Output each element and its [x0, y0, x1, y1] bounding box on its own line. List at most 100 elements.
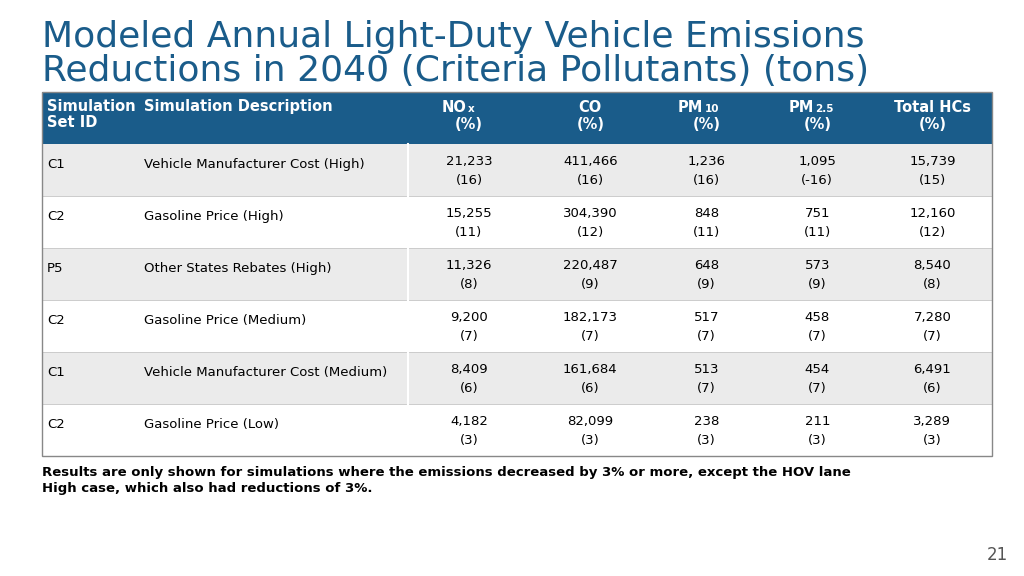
Text: (3): (3) [923, 434, 942, 447]
Text: 411,466: 411,466 [563, 155, 617, 168]
Text: 454: 454 [805, 363, 829, 376]
Text: C2: C2 [47, 314, 65, 327]
Text: 21: 21 [987, 546, 1008, 564]
Text: (16): (16) [693, 174, 720, 187]
Text: PM: PM [788, 100, 814, 115]
Text: 11,326: 11,326 [445, 259, 493, 272]
Bar [42, 196, 992, 248]
Text: 8,409: 8,409 [451, 363, 487, 376]
Text: 848: 848 [694, 207, 719, 220]
Text: (9): (9) [581, 278, 600, 291]
Text: (15): (15) [919, 174, 946, 187]
Text: (7): (7) [808, 330, 826, 343]
Bar [42, 300, 992, 352]
Text: (11): (11) [804, 226, 830, 239]
Text: (3): (3) [581, 434, 600, 447]
Text: 4,182: 4,182 [450, 415, 487, 428]
Text: C2: C2 [47, 210, 65, 223]
Text: Gasoline Price (Low): Gasoline Price (Low) [144, 418, 280, 431]
Text: (7): (7) [697, 382, 716, 395]
Text: 3,289: 3,289 [913, 415, 951, 428]
Text: Results are only shown for simulations where the emissions decreased by 3% or mo: Results are only shown for simulations w… [42, 466, 851, 479]
Text: (7): (7) [460, 330, 478, 343]
Text: (11): (11) [456, 226, 482, 239]
Text: (6): (6) [460, 382, 478, 395]
Text: Gasoline Price (Medium): Gasoline Price (Medium) [144, 314, 306, 327]
Text: C2: C2 [47, 418, 65, 431]
Text: 161,684: 161,684 [563, 363, 617, 376]
Text: 513: 513 [693, 363, 719, 376]
Text: Modeled Annual Light-Duty Vehicle Emissions: Modeled Annual Light-Duty Vehicle Emissi… [42, 20, 864, 54]
Text: High case, which also had reductions of 3%.: High case, which also had reductions of … [42, 482, 373, 495]
Text: 7,280: 7,280 [913, 311, 951, 324]
Text: NO: NO [442, 100, 467, 115]
Text: C1: C1 [47, 158, 65, 171]
Text: (%): (%) [577, 117, 604, 132]
Text: (3): (3) [460, 434, 478, 447]
Text: 1,095: 1,095 [799, 155, 837, 168]
Bar [42, 144, 992, 196]
Text: (7): (7) [923, 330, 942, 343]
Text: (3): (3) [808, 434, 826, 447]
Text: Simulation Description: Simulation Description [144, 99, 333, 114]
Text: (-16): (-16) [802, 174, 834, 187]
Text: (9): (9) [697, 278, 716, 291]
Text: Set ID: Set ID [47, 115, 97, 130]
Text: (%): (%) [803, 117, 831, 132]
Bar [42, 92, 992, 456]
Text: Reductions in 2040 (Criteria Pollutants) (tons): Reductions in 2040 (Criteria Pollutants)… [42, 54, 869, 88]
Text: 15,739: 15,739 [909, 155, 955, 168]
Text: 517: 517 [693, 311, 719, 324]
Text: (%): (%) [919, 117, 946, 132]
Text: (8): (8) [923, 278, 942, 291]
Text: Total HCs: Total HCs [894, 100, 971, 115]
Text: 9,200: 9,200 [451, 311, 487, 324]
Text: (8): (8) [460, 278, 478, 291]
Text: 6,491: 6,491 [913, 363, 951, 376]
Text: CO: CO [579, 100, 602, 115]
Text: 15,255: 15,255 [445, 207, 493, 220]
Text: (16): (16) [577, 174, 604, 187]
Text: 2.5: 2.5 [815, 104, 834, 114]
Text: 10: 10 [705, 104, 719, 114]
Text: 458: 458 [805, 311, 829, 324]
Text: 12,160: 12,160 [909, 207, 955, 220]
Text: (%): (%) [692, 117, 721, 132]
Text: (9): (9) [808, 278, 826, 291]
Text: 220,487: 220,487 [563, 259, 617, 272]
Text: 751: 751 [805, 207, 830, 220]
Text: 1,236: 1,236 [687, 155, 725, 168]
Text: 648: 648 [694, 259, 719, 272]
Text: Gasoline Price (High): Gasoline Price (High) [144, 210, 284, 223]
Text: (7): (7) [808, 382, 826, 395]
Bar [42, 92, 992, 144]
Text: x: x [468, 104, 475, 114]
Text: (12): (12) [577, 226, 604, 239]
Text: (6): (6) [923, 382, 942, 395]
Text: 8,540: 8,540 [913, 259, 951, 272]
Text: (11): (11) [693, 226, 720, 239]
Text: (6): (6) [581, 382, 600, 395]
Text: C1: C1 [47, 366, 65, 379]
Text: PM: PM [678, 100, 703, 115]
Text: P5: P5 [47, 262, 63, 275]
Text: 182,173: 182,173 [563, 311, 617, 324]
Text: 304,390: 304,390 [563, 207, 617, 220]
Text: Simulation: Simulation [47, 99, 135, 114]
Text: (3): (3) [697, 434, 716, 447]
Text: 82,099: 82,099 [567, 415, 613, 428]
Text: (%): (%) [455, 117, 483, 132]
Text: (16): (16) [456, 174, 482, 187]
Text: Vehicle Manufacturer Cost (High): Vehicle Manufacturer Cost (High) [144, 158, 365, 171]
Text: 211: 211 [805, 415, 830, 428]
Bar [42, 248, 992, 300]
Text: 21,233: 21,233 [445, 155, 493, 168]
Bar [42, 404, 992, 456]
Text: Other States Rebates (High): Other States Rebates (High) [144, 262, 332, 275]
Text: (7): (7) [581, 330, 600, 343]
Text: (12): (12) [919, 226, 946, 239]
Bar [42, 352, 992, 404]
Text: 238: 238 [694, 415, 719, 428]
Text: 573: 573 [805, 259, 830, 272]
Text: Vehicle Manufacturer Cost (Medium): Vehicle Manufacturer Cost (Medium) [144, 366, 387, 379]
